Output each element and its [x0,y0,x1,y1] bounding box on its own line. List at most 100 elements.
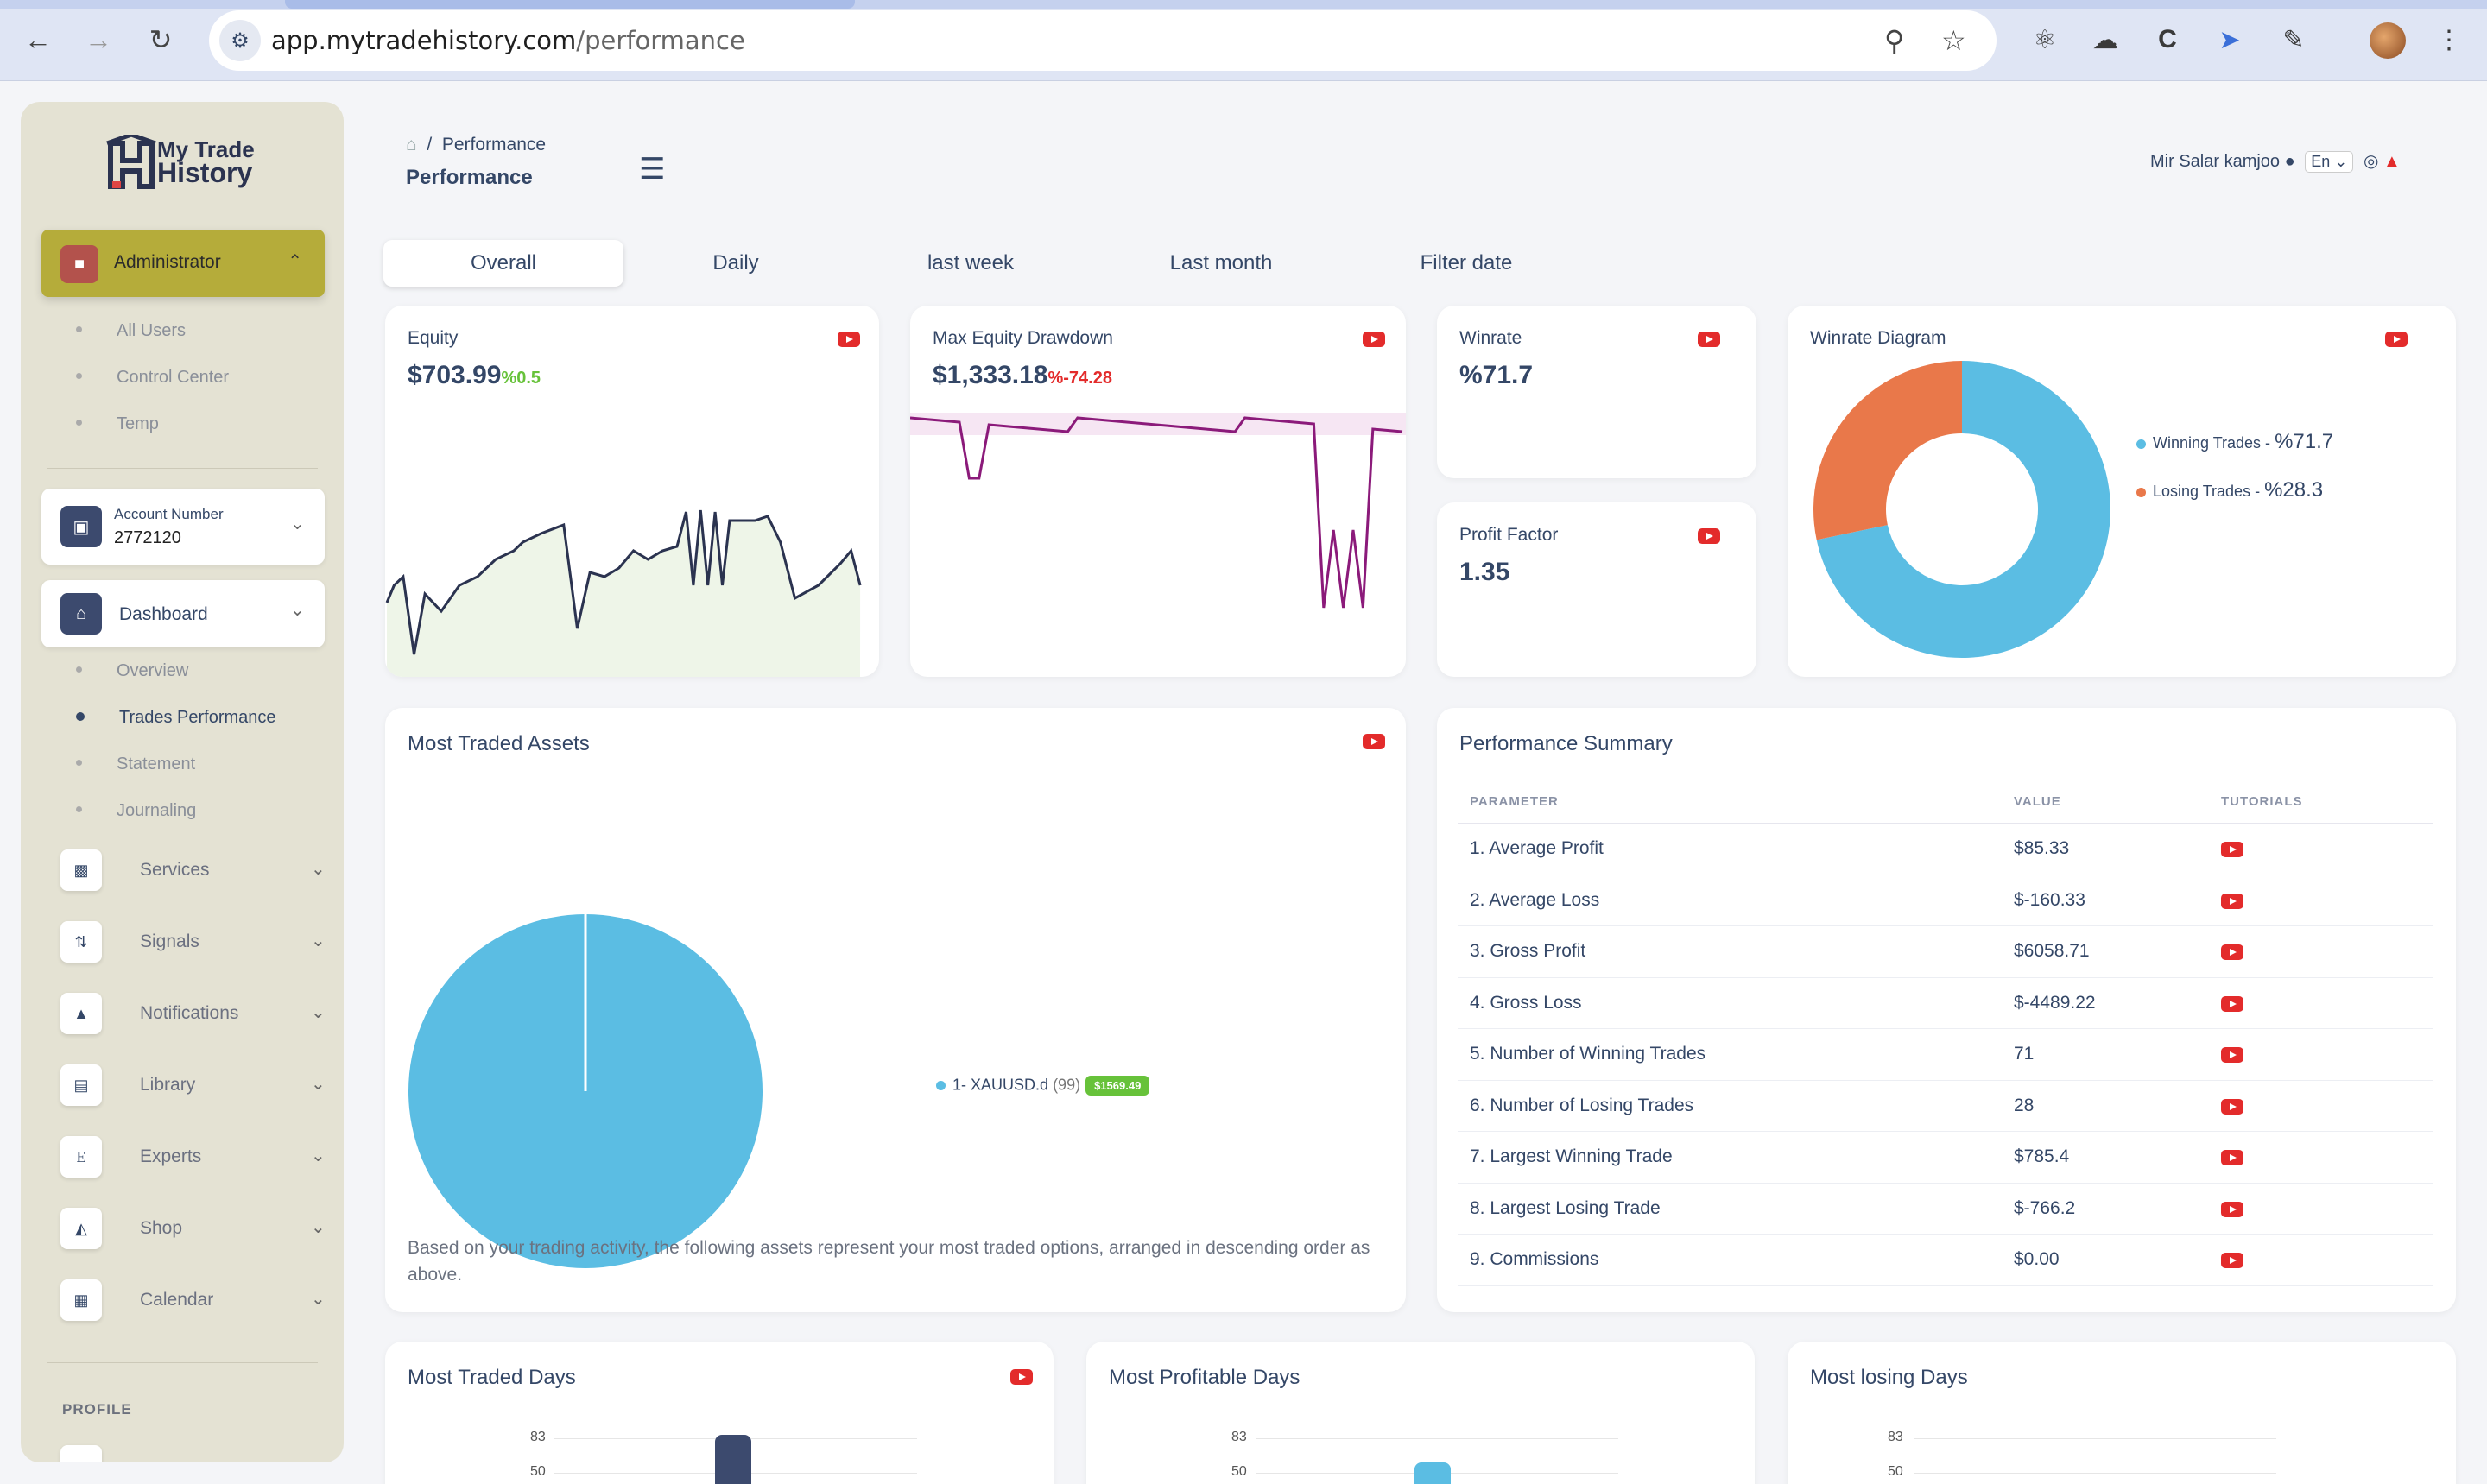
globe-icon[interactable]: ◎ [2363,152,2379,171]
youtube-icon[interactable] [2385,332,2408,347]
tab-daily[interactable]: Daily [712,251,759,275]
site-settings-icon[interactable]: ⚙ [219,20,261,61]
drawdown-sparkline [910,413,1406,609]
equity-value: $703.99 [408,361,502,389]
row-parameter: 8. Largest Losing Trade [1458,1183,2002,1235]
extension-arrow-icon[interactable]: ➤ [2218,25,2241,54]
sidebar-subitem-journaling[interactable]: Journaling [76,801,196,821]
sidebar-item-notifications[interactable]: ▲ Notifications ⌄ [60,989,337,1038]
youtube-icon[interactable] [1363,332,1385,347]
account-label: Account Number [114,506,224,522]
row-value: 28 [2002,1080,2209,1132]
legend-asset: 1- XAUUSD.d (99) $1569.49 [936,1076,1150,1096]
youtube-icon[interactable] [2221,893,2243,909]
breadcrumb: ⌂ / Performance [406,135,547,155]
chevron-down-icon: ⌄ [290,515,305,534]
language-select[interactable]: En ⌄ [2305,151,2354,173]
extensions-puzzle-icon[interactable]: ✎ [2282,25,2305,54]
youtube-icon[interactable] [2221,944,2243,961]
main-content: ⌂ / Performance Performance ☰ Mir Salar … [0,81,2487,1484]
sidebar-item-administrator[interactable]: ■ Administrator ⌃ [41,230,325,297]
sidebar-subitem-temp[interactable]: Temp [76,414,159,434]
youtube-icon[interactable] [1010,1369,1033,1385]
most-traded-title: Most Traded Assets [408,732,590,755]
user-name[interactable]: Mir Salar kamjoo [2150,152,2281,171]
sidebar-item-dashboard[interactable]: ⌂ Dashboard ⌄ [41,580,325,647]
home-icon: ⌂ [60,593,102,635]
youtube-icon[interactable] [2221,1047,2243,1064]
row-parameter: 7. Largest Winning Trade [1458,1131,2002,1184]
youtube-icon[interactable] [1363,734,1385,749]
winrate-title: Winrate [1459,328,1522,348]
sidebar-item-library[interactable]: ▤ Library ⌄ [60,1061,337,1109]
youtube-icon[interactable] [2221,1098,2243,1115]
sidebar-item-calendar[interactable]: ▦ Calendar ⌄ [60,1276,337,1324]
letter-e-icon: E [60,1136,102,1178]
react-devtools-icon[interactable]: ⚛ [2033,25,2057,54]
youtube-icon[interactable] [2221,1253,2243,1269]
sidebar-item-signals[interactable]: ⇅ Signals ⌄ [60,918,337,966]
period-tabs: Overall Daily last week Last month Filte… [383,240,1566,287]
profile-avatar[interactable] [2370,22,2406,59]
winrate-diagram-card: Winrate Diagram Winning Trades - %71.7 L… [1788,306,2456,677]
bookmark-star-icon[interactable]: ☆ [1941,25,1966,56]
youtube-icon[interactable] [838,332,860,347]
sidebar-item-services[interactable]: ▩ Services ⌄ [60,846,337,894]
app-logo[interactable]: My Trade History [105,129,287,195]
profit-factor-title: Profit Factor [1459,525,1559,545]
reload-icon[interactable]: ↻ [149,24,173,55]
sidebar-subitem-overview[interactable]: Overview [76,661,188,681]
account-menu-icon[interactable] [60,1445,102,1462]
row-parameter: 4. Gross Loss [1458,977,2002,1029]
forward-icon[interactable]: → [85,23,112,55]
account-selector[interactable]: ▣ Account Number 2772120 ⌄ [41,489,325,565]
home-icon[interactable]: ⌂ [406,135,417,155]
browser-toolbar: ← → ↻ ⚙ app.mytradehistory.com/performan… [0,0,2487,81]
day-bar [1414,1462,1451,1484]
table-row: 5. Number of Winning Trades 71 [1458,1028,2433,1081]
table-row: 8. Largest Losing Trade $-766.2 [1458,1183,2433,1235]
arrows-icon: ⇅ [60,921,102,963]
logo-h-icon [106,135,156,189]
table-row: 6. Number of Losing Trades 28 [1458,1080,2433,1132]
col-tutorials: TUTORIALS [2209,794,2433,824]
equity-card: Equity $703.99%0.5 [385,306,879,677]
dashboard-label: Dashboard [119,604,208,624]
winning-slice [1816,361,2110,658]
row-parameter: 6. Number of Losing Trades [1458,1080,2002,1132]
address-bar[interactable]: ⚙ app.mytradehistory.com/performance ⚲ ☆ [209,10,1997,71]
box-icon: ▩ [60,849,102,891]
extension-cloud-icon[interactable]: ☁ [2092,25,2118,54]
equity-sparkline [385,509,862,677]
tab-overall[interactable]: Overall [383,240,623,287]
url-path: /performance [576,26,745,55]
youtube-icon[interactable] [1698,332,1720,347]
sidebar-subitem-control-center[interactable]: Control Center [76,368,229,388]
row-value: $785.4 [2002,1131,2209,1184]
row-value: $0.00 [2002,1234,2209,1286]
tab-filter-date[interactable]: Filter date [1420,251,1513,275]
youtube-icon[interactable] [2221,842,2243,858]
youtube-icon[interactable] [2221,1201,2243,1217]
youtube-icon[interactable] [2221,995,2243,1012]
tab-last-month[interactable]: Last month [1169,251,1273,275]
sidebar-item-shop[interactable]: ◭ Shop ⌄ [60,1204,337,1253]
hamburger-menu-icon[interactable]: ☰ [639,153,666,186]
zoom-icon[interactable]: ⚲ [1884,25,1905,56]
sidebar-subitem-all-users[interactable]: All Users [76,321,186,341]
sidebar-subitem-statement[interactable]: Statement [76,755,195,774]
browser-menu-icon[interactable]: ⋮ [2436,25,2462,54]
youtube-icon[interactable] [2221,1150,2243,1166]
notification-bell-icon[interactable]: ▲ [2383,152,2401,171]
most-losing-days-title: Most losing Days [1810,1366,1968,1389]
sidebar-subitem-trades-performance[interactable]: Trades Performance [76,708,276,728]
row-value: 71 [2002,1028,2209,1081]
sidebar-item-experts[interactable]: E Experts ⌄ [60,1133,337,1181]
back-icon[interactable]: ← [24,23,52,55]
extension-c-icon[interactable]: C [2158,25,2177,54]
winrate-value: %71.7 [1459,361,1534,389]
row-parameter: 9. Commissions [1458,1234,2002,1286]
youtube-icon[interactable] [1698,528,1720,544]
tab-last-week[interactable]: last week [927,251,1015,275]
row-value: $85.33 [2002,823,2209,875]
